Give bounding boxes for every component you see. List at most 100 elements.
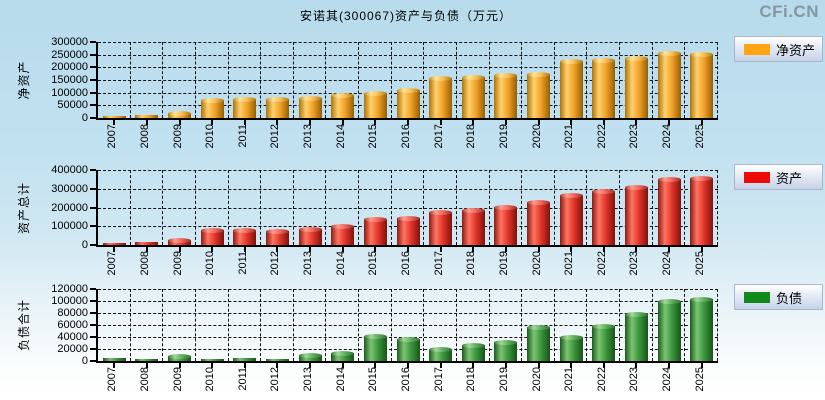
bar-top-cap — [527, 72, 551, 78]
x-tick-mark — [635, 247, 638, 252]
y-tick-mark — [90, 169, 96, 171]
bar-2021 — [559, 58, 583, 118]
x-tick-mark — [537, 247, 540, 252]
x-axis-label: 2011 — [236, 124, 249, 148]
bar-2010 — [200, 97, 224, 118]
bar-top-cap — [690, 297, 714, 303]
v-gridline — [162, 170, 164, 245]
x-tick-mark — [145, 363, 148, 368]
bar-2008 — [135, 242, 159, 245]
bar-2019 — [494, 205, 518, 245]
x-axis-label: 2014 — [334, 367, 347, 392]
x-axis-label: 2023 — [628, 124, 641, 149]
bar-2020 — [527, 200, 551, 245]
y-tick-label: 60000 — [57, 319, 88, 331]
bar-2012 — [265, 228, 289, 245]
x-axis-label: 2021 — [563, 251, 576, 276]
x-axis-label: 2007 — [106, 124, 119, 149]
x-tick-mark — [504, 120, 507, 125]
x-tick-mark — [407, 120, 409, 125]
bar-2025 — [690, 297, 714, 361]
bar-2007 — [102, 243, 126, 245]
x-tick-mark — [374, 120, 377, 125]
h-gridline — [98, 170, 718, 171]
x-tick-mark — [113, 120, 116, 125]
legend-swatch-icon — [744, 171, 770, 183]
bar-top-cap — [494, 73, 518, 79]
v-gridline — [455, 42, 457, 118]
v-gridline — [651, 170, 653, 245]
x-axis-label: 2019 — [497, 367, 510, 392]
v-gridline — [717, 289, 718, 361]
x-tick-mark — [439, 120, 442, 125]
bar-2007 — [102, 115, 126, 118]
x-tick-mark — [407, 247, 409, 252]
v-gridline — [390, 289, 392, 361]
bar-top-cap — [331, 93, 355, 99]
v-gridline — [521, 170, 523, 245]
x-axis-label: 2025 — [693, 367, 706, 392]
bar-top-cap — [429, 76, 453, 82]
bar-2009 — [168, 110, 192, 118]
legend-label: 净资产 — [776, 42, 816, 58]
bar-top-cap — [624, 56, 648, 62]
x-tick-mark — [700, 363, 703, 368]
v-gridline — [358, 170, 360, 245]
bar-2024 — [657, 299, 681, 361]
v-gridline — [651, 289, 653, 361]
x-axis-label: 2012 — [269, 367, 282, 392]
bar-2008 — [135, 359, 159, 361]
v-gridline — [260, 170, 262, 245]
legend: 净资产 — [734, 36, 823, 62]
h-gridline — [98, 54, 718, 56]
v-gridline — [292, 42, 294, 118]
v-gridline — [684, 289, 686, 361]
x-tick-mark — [504, 247, 507, 252]
x-tick-mark — [341, 363, 344, 368]
bar-top-cap — [461, 208, 485, 214]
v-gridline — [619, 289, 621, 361]
bar-top-cap — [559, 334, 583, 340]
x-axis-label: 2022 — [595, 124, 608, 149]
x-axis-label: 2022 — [595, 367, 608, 392]
x-axis-label: 2015 — [367, 251, 380, 276]
bar-2015 — [363, 333, 387, 361]
y-tick-label: 50000 — [57, 99, 88, 112]
bar-2014 — [331, 93, 355, 118]
x-axis-label: 2015 — [367, 124, 380, 149]
bar-top-cap — [429, 346, 453, 352]
x-axis-label: 2010 — [204, 251, 217, 276]
h-gridline — [98, 325, 718, 326]
y-tick-label: 0 — [81, 112, 88, 124]
legend-swatch-icon — [744, 43, 770, 55]
y-tick-mark — [90, 336, 96, 338]
x-tick-mark — [243, 363, 246, 368]
x-axis-label: 2021 — [563, 367, 576, 392]
v-gridline — [423, 289, 425, 361]
bar-2023 — [624, 312, 648, 361]
x-tick-mark — [668, 247, 671, 252]
v-gridline — [227, 289, 229, 361]
bar-2016 — [396, 215, 420, 245]
y-tick-label: 100000 — [51, 220, 88, 233]
x-axis-label: 2019 — [497, 251, 510, 276]
y-tick-mark — [90, 312, 96, 314]
bar-2016 — [396, 88, 420, 118]
y-tick-label: 200000 — [51, 61, 88, 74]
x-axis-label: 2009 — [171, 124, 184, 149]
bar-top-cap — [363, 90, 387, 96]
bar-2011 — [233, 96, 257, 118]
bar-2022 — [592, 188, 616, 245]
x-axis-label: 2025 — [693, 124, 706, 149]
x-axis-label: 2011 — [236, 251, 249, 275]
v-gridline — [227, 42, 229, 118]
bar-2017 — [429, 346, 453, 361]
x-axis-label: 2013 — [302, 251, 315, 276]
bar-top-cap — [527, 324, 551, 330]
x-tick-mark — [570, 247, 573, 252]
x-tick-mark — [472, 363, 475, 368]
y-tick-label: 80000 — [57, 307, 88, 319]
x-tick-mark — [504, 363, 507, 368]
legend: 负债 — [734, 284, 823, 310]
h-gridline — [98, 188, 718, 190]
